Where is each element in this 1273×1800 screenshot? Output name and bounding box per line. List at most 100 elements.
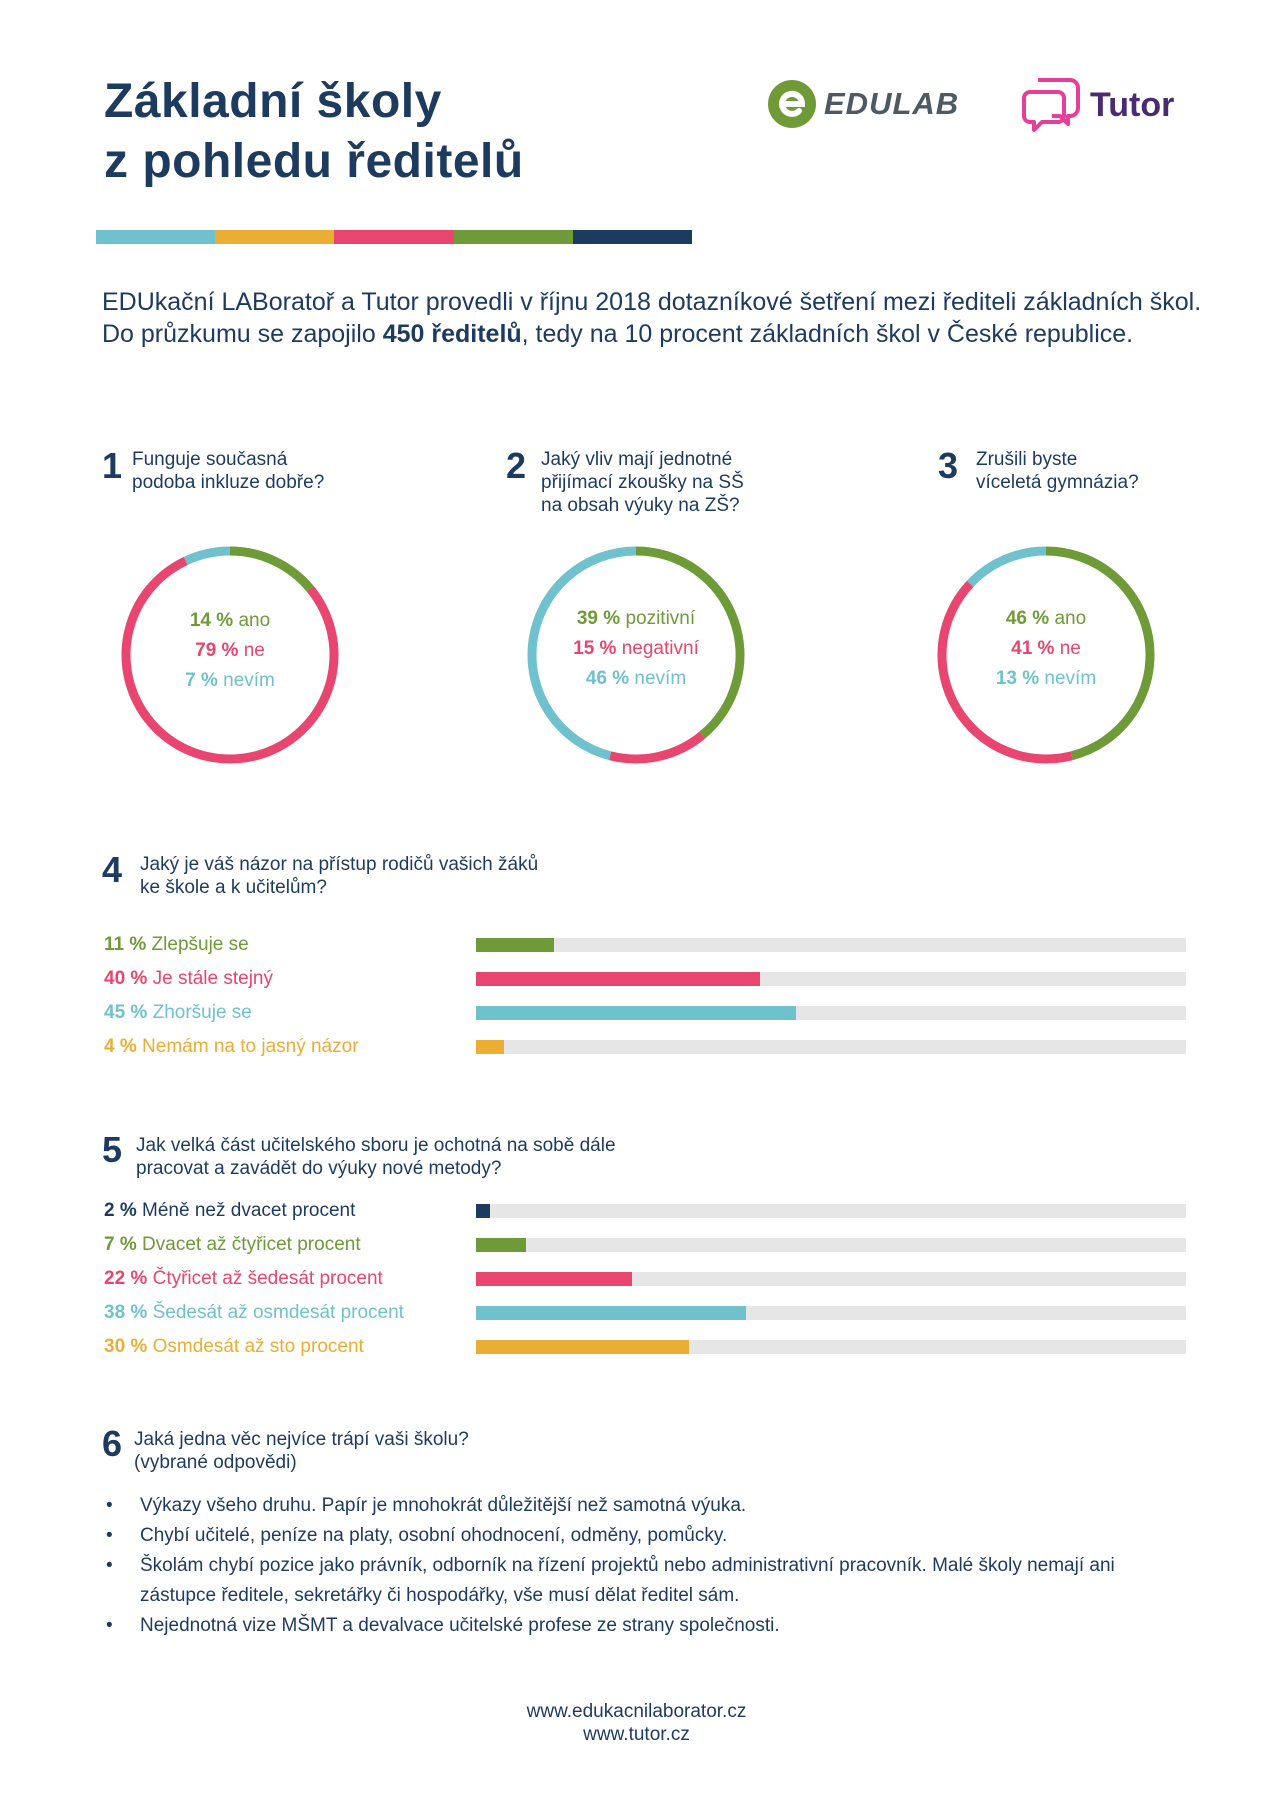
q3-ano-pct: 46 % (1005, 608, 1050, 629)
question-1-text: Funguje současná podoba inkluze dobře? (132, 448, 324, 494)
q2-nevim-pct: 46 % (585, 668, 630, 689)
bar-label: 30 % Osmdesát až sto procent (104, 1330, 364, 1364)
bar-label: 40 % Je stále stejný (104, 962, 273, 996)
bar-chart-q5: 2 % Méně než dvacet procent 7 % Dvacet a… (104, 1194, 1188, 1368)
bar-pct: 4 % (104, 1036, 137, 1057)
bar-track (476, 1272, 1186, 1286)
question-2-line: na obsah výuky na ZŠ? (541, 495, 740, 516)
donut-slice-negativní (609, 731, 706, 764)
bar-label: 38 % Šedesát až osmdesát procent (104, 1296, 404, 1330)
title-line-1: Základní školy (104, 75, 442, 128)
q3-ano-label: ano (1054, 608, 1087, 629)
bar-fill (476, 938, 555, 952)
bar-row: 4 % Nemám na to jasný názor (104, 1030, 1188, 1064)
bar-row: 2 % Méně než dvacet procent (104, 1194, 1188, 1228)
bar-track (476, 1204, 1186, 1218)
tutor-wordmark: Tutor (1090, 85, 1175, 124)
question-4-line: Jaký je váš názor na přístup rodičů vaši… (140, 854, 539, 875)
question-5-line: Jak velká část učitelského sboru je ocho… (136, 1135, 616, 1156)
edulab-logo: EDULAB (768, 76, 974, 132)
answers-list: • Výkazy všeho druhu. Papír je mnohokrát … (100, 1491, 1180, 1641)
list-item: • Chybí učitelé, peníze na platy, osobní … (100, 1521, 1180, 1551)
bar-fill (476, 1306, 746, 1320)
bar-row: 22 % Čtyřicet až šedesát procent (104, 1262, 1188, 1296)
question-2-line: Jaký vliv mají jednotné (541, 449, 733, 470)
q1-ne-label: ne (243, 640, 265, 661)
q3-answer-ne: 41 % ne (946, 634, 1146, 664)
bar-text: Zhoršuje se (152, 1002, 252, 1023)
bar-row: 45 % Zhoršuje se (104, 996, 1188, 1030)
bar-track (476, 1306, 1186, 1320)
q3-answer-ano: 46 % ano (946, 604, 1146, 634)
q1-nevim-pct: 7 % (185, 670, 218, 691)
donut-slice-nevím (183, 546, 231, 566)
bar-label: 2 % Méně než dvacet procent (104, 1194, 355, 1228)
question-5-line: pracovat a zavádět do výuky nové metody? (136, 1158, 502, 1179)
bar-chart-q4: 11 % Zlepšuje se 40 % Je stále stejný 45… (104, 928, 1188, 1068)
bar-pct: 11 % (104, 934, 147, 955)
bar-fill (476, 1340, 689, 1354)
question-4-line: ke škole a k učitelům? (140, 877, 327, 898)
tutor-speech-bubble-icon (1022, 78, 1080, 132)
question-6-text: Jaká jedna věc nejvíce trápí vaši školu?… (134, 1428, 469, 1474)
intro-text-2: , tedy na 10 procent základních škol v Č… (521, 320, 1134, 348)
list-item: • Školám chybí pozice jako právník, odbor… (100, 1551, 1180, 1611)
stripe-orange (215, 230, 335, 244)
q3-nevim-label: nevím (1044, 668, 1097, 689)
donut-slice-ano (1045, 546, 1155, 761)
footer-link-edukacnilaborator[interactable]: www.edukacnilaborator.cz (526, 1701, 747, 1722)
list-item-text: Chybí učitelé, peníze na platy, osobní o… (140, 1525, 728, 1546)
tutor-logo: Tutor (1022, 70, 1192, 140)
bar-label: 11 % Zlepšuje se (104, 928, 249, 962)
donut-labels-q2: 39 % pozitivní 15 % negativní 46 % nevím (536, 604, 736, 694)
donut-slice-nevím (527, 546, 637, 761)
question-1-line: podoba inkluze dobře? (132, 472, 325, 493)
bar-row: 11 % Zlepšuje se (104, 928, 1188, 962)
question-3-line: víceletá gymnázia? (976, 472, 1139, 493)
donut-slice-ano (229, 546, 314, 592)
donut-chart-q1 (121, 546, 339, 764)
q1-answer-ano: 14 % ano (130, 606, 330, 636)
bar-fill (476, 972, 760, 986)
bar-track (476, 972, 1186, 986)
bar-label: 22 % Čtyřicet až šedesát procent (104, 1262, 383, 1296)
q1-answer-ne: 79 % ne (130, 636, 330, 666)
list-item-text: Nejednotná vize MŠMT a devalvace učitels… (140, 1615, 780, 1636)
footer-link-tutor[interactable]: www.tutor.cz (583, 1724, 690, 1745)
bar-text: Čtyřicet až šedesát procent (152, 1268, 383, 1289)
bar-row: 38 % Šedesát až osmdesát procent (104, 1296, 1188, 1330)
donut-chart-q2 (527, 546, 745, 764)
question-3-text: Zrušili byste víceletá gymnázia? (976, 448, 1139, 494)
bar-pct: 22 % (104, 1268, 148, 1289)
q1-ano-label: ano (238, 610, 271, 631)
q3-nevim-pct: 13 % (995, 668, 1040, 689)
q1-answer-nevim: 7 % nevím (130, 666, 330, 696)
page-title: Základní školy z pohledu ředitelů (104, 72, 524, 192)
bar-pct: 38 % (104, 1302, 148, 1323)
question-6-number: 6 (102, 1423, 123, 1464)
intro-text-1: EDUkační LABoratoř a Tutor provedli v ří… (102, 288, 1202, 348)
bullet-icon: • (106, 1555, 113, 1576)
question-6-line: (vybrané odpovědi) (134, 1452, 297, 1473)
title-line-2: z pohledu ředitelů (104, 135, 524, 188)
question-2-number: 2 (506, 445, 527, 486)
q2-pozitivni-pct: 39 % (576, 608, 621, 629)
q2-negativni-pct: 15 % (573, 638, 617, 659)
donut-slice-ne (121, 556, 339, 764)
list-item: • Výkazy všeho druhu. Papír je mnohokrát … (100, 1491, 1180, 1521)
q2-answer-negativni: 15 % negativní (536, 634, 736, 664)
question-5-number: 5 (102, 1129, 123, 1170)
stripe-navy (572, 230, 693, 244)
list-item-text: Výkazy všeho druhu. Papír je mnohokrát d… (140, 1495, 747, 1516)
bar-track (476, 1238, 1186, 1252)
donut-labels-q1: 14 % ano 79 % ne 7 % nevím (130, 606, 330, 696)
bar-track (476, 938, 1186, 952)
question-1-line: Funguje současná (132, 449, 288, 470)
bar-text: Méně než dvacet procent (142, 1200, 356, 1221)
donut-labels-q3: 46 % ano 41 % ne 13 % nevím (946, 604, 1146, 694)
question-2-text: Jaký vliv mají jednotné přijímací zkoušk… (541, 448, 744, 517)
bar-fill (476, 1006, 796, 1020)
intro-highlight: 450 ředitelů (382, 320, 522, 348)
q3-answer-nevim: 13 % nevím (946, 664, 1146, 694)
bar-label: 4 % Nemám na to jasný názor (104, 1030, 359, 1064)
